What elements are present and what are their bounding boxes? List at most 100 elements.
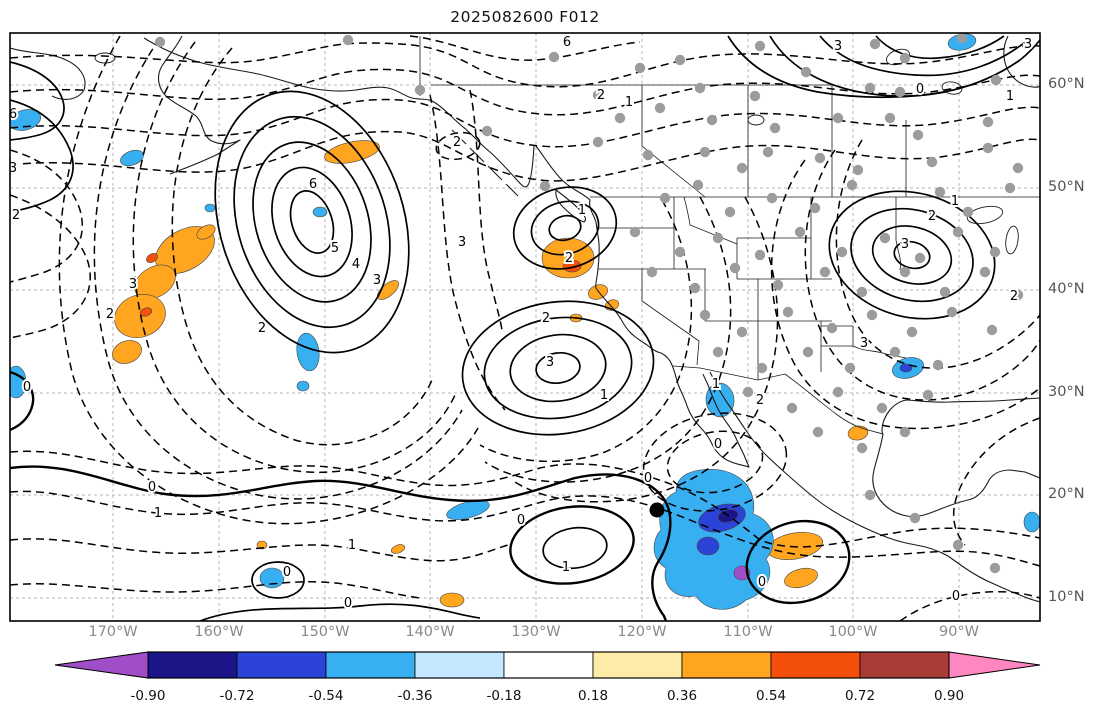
contour-value-label: 0	[952, 589, 960, 604]
graticule-grid	[10, 33, 1040, 621]
station-dot	[592, 89, 604, 101]
contour-value-label: 1	[712, 377, 720, 392]
station-dot	[832, 112, 844, 124]
zero-line-main	[10, 465, 672, 621]
station-dot	[654, 102, 666, 114]
station-dot	[724, 206, 736, 218]
contour-value-label: 0	[283, 565, 291, 580]
colorbar-segment	[414, 651, 505, 679]
lon-tick-120w: 120°W	[617, 624, 667, 640]
lat-tick-10n: 10°N	[1048, 589, 1085, 605]
contour-value-label: 0	[644, 471, 652, 486]
station-dot	[912, 129, 924, 141]
station-dot	[866, 309, 878, 321]
plot-background	[10, 33, 1040, 621]
lat-tick-50n: 50°N	[1048, 179, 1085, 195]
station-dot	[694, 82, 706, 94]
contour-value-label: 2	[756, 393, 764, 408]
lat-tick-30n: 30°N	[1048, 384, 1085, 400]
station-dot	[990, 74, 1002, 86]
station-dot	[922, 389, 934, 401]
lon-tick-160w: 160°W	[194, 624, 244, 640]
contour-value-label: 3	[373, 273, 381, 288]
lat-tick-60n: 60°N	[1048, 76, 1085, 92]
station-dot	[736, 162, 748, 174]
zero-loop-southwest	[251, 561, 305, 599]
contour-value-label: 0	[758, 575, 766, 590]
station-dot	[832, 386, 844, 398]
station-dot	[802, 346, 814, 358]
station-dot	[894, 86, 906, 98]
station-dot	[986, 324, 998, 336]
station-dot	[814, 152, 826, 164]
station-dot-layer	[154, 33, 1024, 574]
station-dot	[756, 362, 768, 374]
contour-value-label: 3	[129, 277, 137, 292]
station-dot	[932, 359, 944, 371]
cb-tick-9: 0.90	[933, 688, 965, 704]
station-dot	[852, 164, 864, 176]
station-dot	[794, 226, 806, 238]
colorbar-segment	[770, 651, 861, 679]
contour-value-label: 3	[901, 237, 909, 252]
plot-border	[9, 32, 1041, 622]
station-dot	[856, 286, 868, 298]
station-dot	[1012, 162, 1024, 174]
station-dot	[856, 442, 868, 454]
contour-value-label: 3	[458, 235, 466, 250]
station-dot	[836, 246, 848, 258]
contour-value-label: 2	[565, 251, 573, 266]
station-dot	[962, 206, 974, 218]
cb-tick-1: -0.72	[219, 688, 255, 704]
station-dot	[812, 426, 824, 438]
closed-center-127W-46N	[512, 186, 618, 270]
closed-center-150W-47N	[214, 90, 410, 354]
contour-value-label: 2	[106, 307, 114, 322]
station-dot	[642, 149, 654, 161]
closed-center-127W-15N	[509, 505, 635, 585]
colorbar-segment	[592, 651, 683, 679]
station-dot	[876, 402, 888, 414]
station-dot	[899, 426, 911, 438]
station-dot	[952, 226, 964, 238]
colorbar-segment	[325, 651, 416, 679]
station-dot	[729, 262, 741, 274]
station-dot	[629, 226, 641, 238]
station-dot	[699, 146, 711, 158]
lat-tick-20n: 20°N	[1048, 486, 1085, 502]
lat-tick-40n: 40°N	[1048, 281, 1085, 297]
station-dot	[982, 116, 994, 128]
cb-tick-7: 0.54	[755, 688, 787, 704]
station-dot	[769, 122, 781, 134]
lon-tick-150w: 150°W	[300, 624, 350, 640]
northwest-contour-b	[10, 61, 65, 141]
contour-value-label: 0	[23, 380, 31, 395]
station-dot	[766, 192, 778, 204]
contour-value-label: 3	[834, 39, 842, 54]
station-dot	[819, 266, 831, 278]
station-dot	[539, 180, 551, 192]
station-dot	[772, 279, 784, 291]
contour-value-label: 4	[352, 257, 360, 272]
mexico-pacific-coast	[709, 371, 1040, 603]
northeast-contour-d	[875, 35, 1005, 60]
station-dot	[481, 125, 493, 137]
contour-value-label: 0	[148, 480, 156, 495]
chukotka-coastline	[10, 47, 86, 100]
cb-tick-3: -0.36	[397, 688, 433, 704]
station-dot	[889, 346, 901, 358]
us-mexico-border	[672, 365, 884, 435]
station-dot	[689, 282, 701, 294]
station-dot	[659, 192, 671, 204]
station-dot	[749, 90, 761, 102]
colorbar-under-arrow	[54, 651, 149, 679]
contour-value-label: 3	[9, 161, 17, 176]
alaska-south-coastline	[143, 37, 535, 188]
colorbar-segment	[147, 651, 238, 679]
contour-value-label: 2	[453, 135, 461, 150]
solid-contour-layer	[10, 35, 1040, 621]
station-dot	[844, 362, 856, 374]
zero-wiggle-left-edge	[10, 370, 35, 432]
station-dot	[879, 232, 891, 244]
